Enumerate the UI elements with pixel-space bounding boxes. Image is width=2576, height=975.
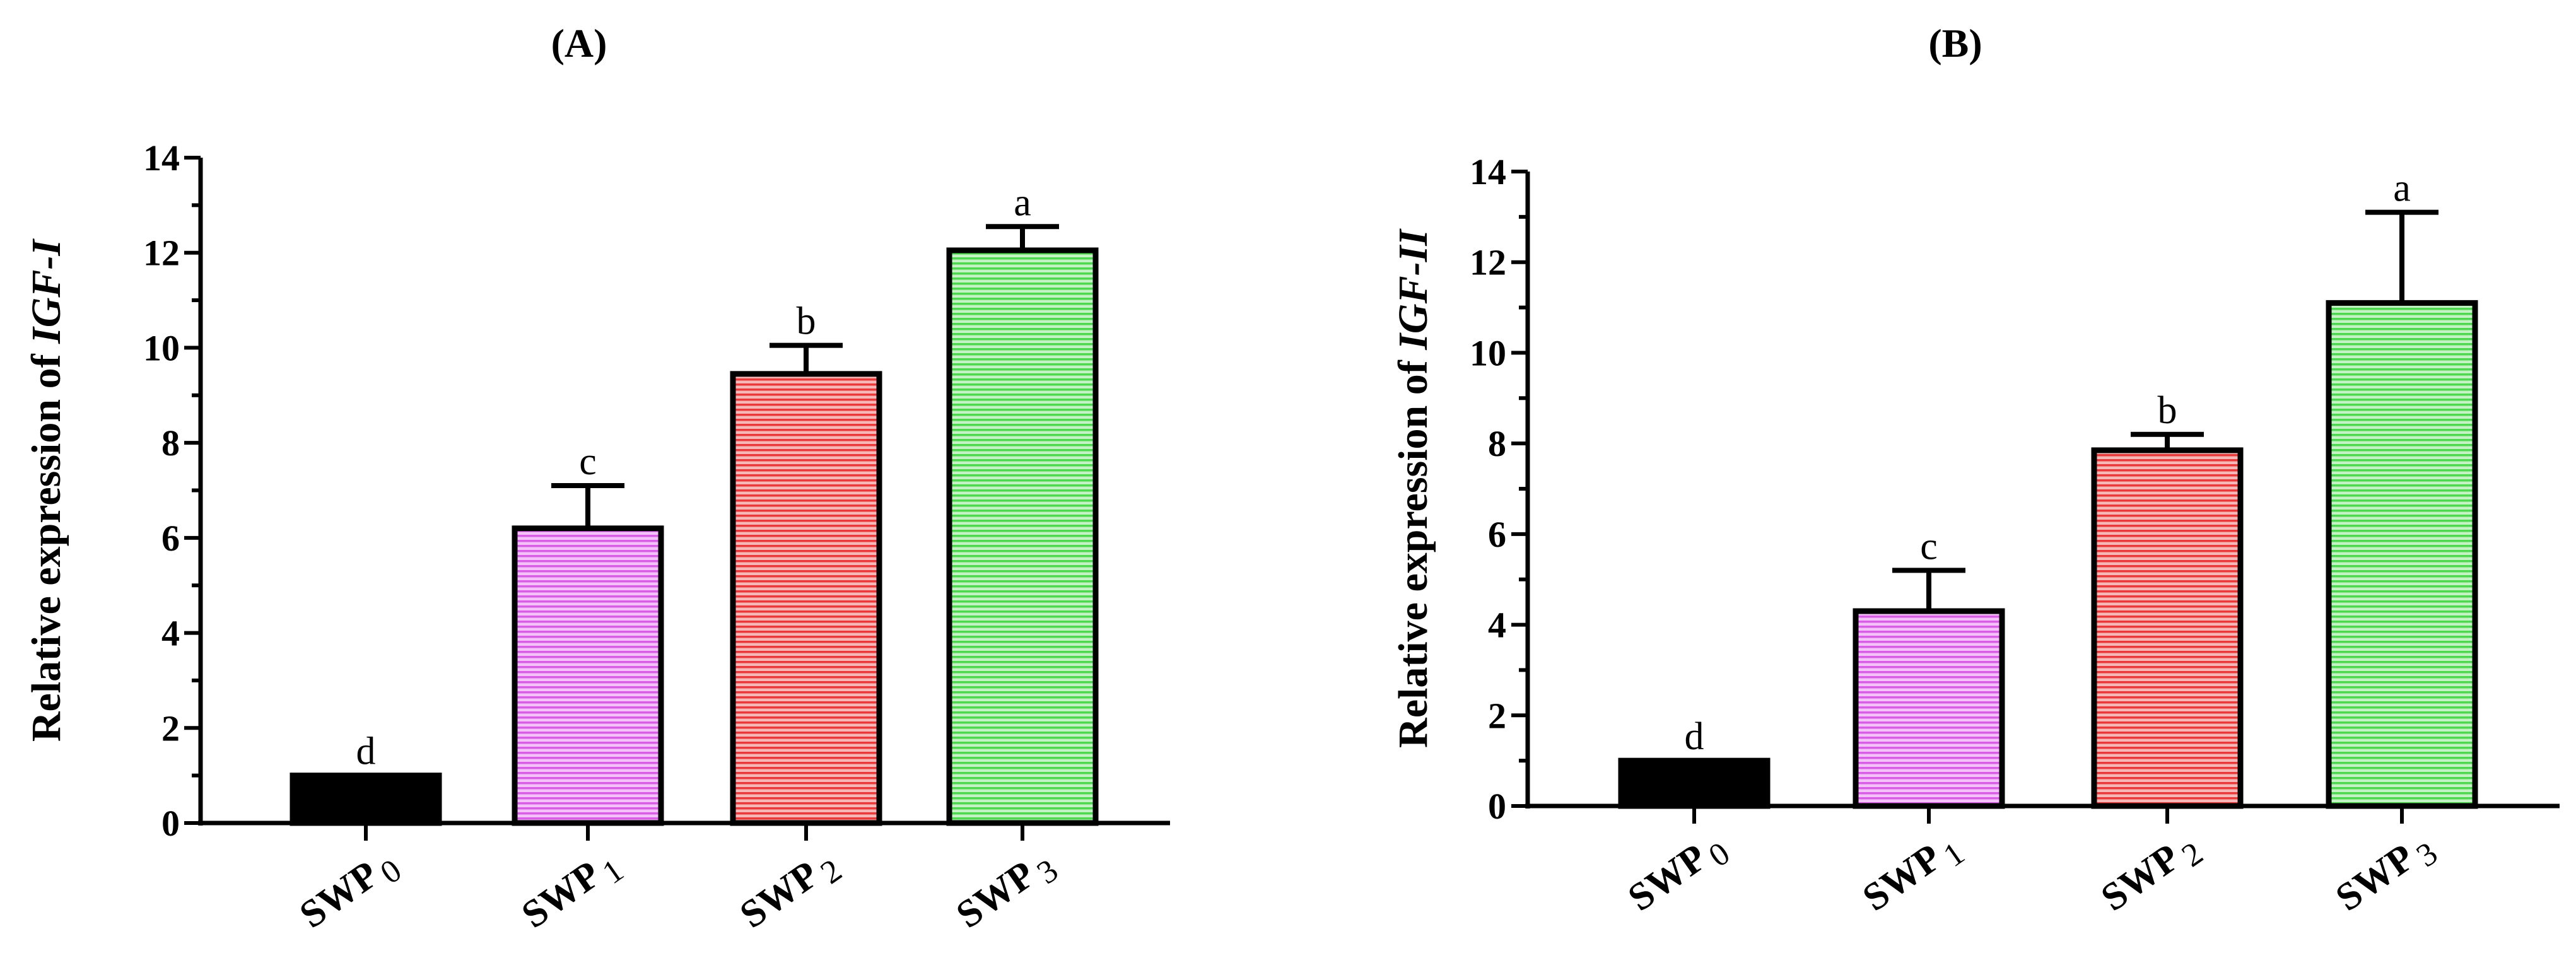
y-tick-label: 2 <box>1488 695 1506 736</box>
y-tick-label: 8 <box>1488 423 1506 464</box>
y-tick-label: 14 <box>1470 151 1506 192</box>
x-tick-label: SWP2 <box>732 841 848 943</box>
bar-swp0 <box>290 773 442 826</box>
significance-label: b <box>797 300 816 343</box>
y-tick-label: 4 <box>1488 605 1506 646</box>
y-tick-label: 0 <box>161 803 180 844</box>
chart-panel-b: (B) Relative expression of IGF-II 0 2 4 6 8 10 1… <box>1390 21 2560 926</box>
bar-swp2 <box>2091 447 2244 809</box>
x-tick-label-base: SWP <box>1855 836 1949 920</box>
significance-label: d <box>1685 715 1704 758</box>
x-tick-label-base: SWP <box>2093 836 2187 920</box>
x-tick-label-base: SWP <box>2328 836 2422 920</box>
significance-label: c <box>1920 525 1938 568</box>
significance-label: a <box>2393 167 2411 210</box>
y-axis-label-gene: IGF-II <box>1390 228 1436 351</box>
bar-swp1 <box>1853 608 2005 809</box>
y-tick-label: 6 <box>161 518 180 559</box>
x-tick-label-base: SWP <box>949 853 1043 937</box>
bar-swp3 <box>946 247 1099 826</box>
y-tick-label: 14 <box>143 137 180 178</box>
x-tick-label: SWP0 <box>1620 824 1736 926</box>
bar-swp1 <box>512 525 664 826</box>
y-tick-label: 12 <box>1470 242 1506 283</box>
bar-swp3 <box>2326 300 2478 809</box>
bar-swp2 <box>730 371 882 826</box>
x-tick-label: SWP3 <box>2328 824 2444 926</box>
x-tick-label: SWP0 <box>292 841 408 943</box>
y-axis-label-prefix: Relative expression of <box>1390 350 1436 748</box>
x-tick-label: SWP3 <box>949 841 1065 943</box>
y-tick-label: 12 <box>143 233 180 274</box>
y-tick-label: 6 <box>1488 514 1506 555</box>
significance-label: c <box>579 440 597 483</box>
y-tick-label: 2 <box>161 708 180 749</box>
x-tick-label: SWP2 <box>2093 824 2210 926</box>
y-axis-label-prefix: Relative expression of <box>23 344 69 742</box>
x-tick-label: SWP1 <box>1855 824 1971 926</box>
x-tick-label-base: SWP <box>1620 836 1714 920</box>
x-tick-label: SWP1 <box>514 841 630 943</box>
panel-label: (B) <box>1928 21 1982 66</box>
bar-swp0 <box>1618 757 1771 809</box>
y-tick-label: 4 <box>161 613 180 654</box>
x-tick-label-base: SWP <box>514 853 608 937</box>
significance-label: b <box>2158 389 2177 432</box>
y-axis-label: Relative expression of IGF-I <box>23 238 69 742</box>
panel-label: (A) <box>551 21 607 66</box>
y-tick-label: 10 <box>143 327 180 368</box>
chart-panel-a: (A) Relative expression of IGF-I 0 2 4 6 8 10 12… <box>23 21 1170 943</box>
y-tick-label: 8 <box>161 423 180 464</box>
y-axis-label: Relative expression of IGF-II <box>1390 228 1436 748</box>
y-tick-label: 10 <box>1470 332 1506 373</box>
x-tick-label-base: SWP <box>732 853 826 937</box>
significance-label: a <box>1014 181 1031 224</box>
x-tick-label-base: SWP <box>292 853 386 937</box>
y-tick-label: 0 <box>1488 786 1506 827</box>
y-axis-label-gene: IGF-I <box>23 238 69 344</box>
significance-label: d <box>356 730 376 773</box>
